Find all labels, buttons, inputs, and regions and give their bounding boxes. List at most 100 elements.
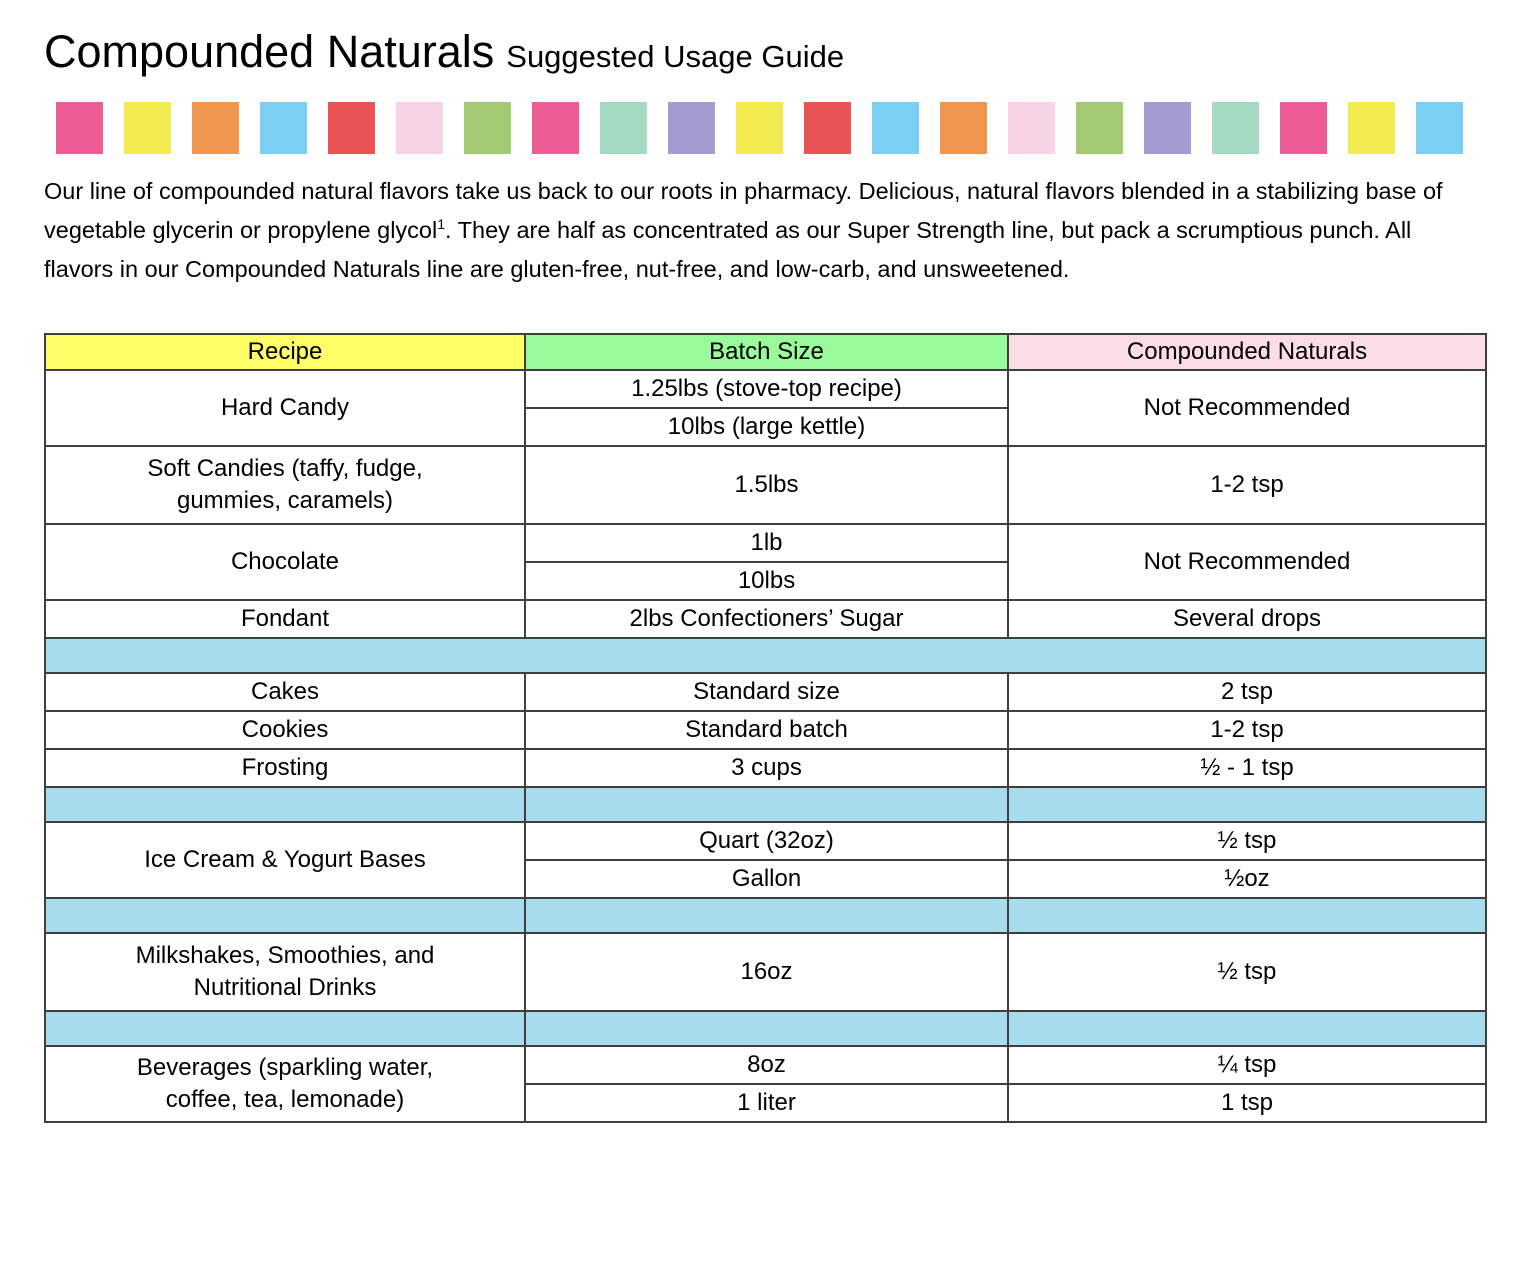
color-square (1212, 102, 1259, 154)
cell-hard-candy-batch-2: 10lbs (large kettle) (524, 407, 1009, 447)
table-row-cookies: Cookies Standard batch 1-2 tsp (44, 710, 1487, 750)
cell-ice-cream-batch-2: Gallon (524, 859, 1009, 899)
cell-beverages-usage-1: ¼ tsp (1007, 1045, 1487, 1085)
page-title: Compounded Naturals (44, 26, 495, 77)
color-square (1144, 102, 1191, 154)
cell-ice-cream-usage-2: ½oz (1007, 859, 1487, 899)
color-square (668, 102, 715, 154)
page-title-line: Compounded Naturals Suggested Usage Guide (44, 26, 1486, 78)
table-header-row: Recipe Batch Size Compounded Naturals (44, 333, 1487, 371)
cell-beverages-usage-2: 1 tsp (1007, 1083, 1487, 1123)
spacer-cell (524, 1010, 1009, 1047)
color-square (1076, 102, 1123, 154)
table-row-frosting: Frosting 3 cups ½ - 1 tsp (44, 748, 1487, 788)
spacer-cell (524, 786, 1009, 823)
color-square (328, 102, 375, 154)
cell-frosting-batch: 3 cups (524, 748, 1009, 788)
cell-beverages-recipe: Beverages (sparkling water, coffee, tea,… (44, 1045, 526, 1123)
cell-chocolate-batch-2: 10lbs (524, 561, 1009, 601)
color-square (396, 102, 443, 154)
color-square (192, 102, 239, 154)
spacer-cell (44, 637, 1487, 674)
cell-chocolate-batch-1: 1lb (524, 523, 1009, 563)
cell-beverages-batch-2: 1 liter (524, 1083, 1009, 1123)
spacer-cell (524, 897, 1009, 934)
color-square (1348, 102, 1395, 154)
spacer-cell (1007, 897, 1487, 934)
cell-ice-cream-recipe: Ice Cream & Yogurt Bases (44, 821, 526, 899)
table-row-chocolate-2: 10lbs (45, 561, 1486, 601)
color-square (1008, 102, 1055, 154)
color-square (464, 102, 511, 154)
color-square (804, 102, 851, 154)
spacer-cell (44, 897, 526, 934)
color-square (600, 102, 647, 154)
intro-paragraph: Our line of compounded natural flavors t… (44, 172, 1446, 289)
color-square (736, 102, 783, 154)
color-band (56, 102, 1486, 154)
header-batch-size: Batch Size (524, 333, 1009, 371)
table-row-beverages: Beverages (sparkling water, coffee, tea,… (44, 1045, 1487, 1123)
spacer-cell (44, 1010, 526, 1047)
cell-ice-cream-usage-1: ½ tsp (1007, 821, 1487, 861)
cell-cookies-batch: Standard batch (524, 710, 1009, 750)
cell-soft-candies-recipe: Soft Candies (taffy, fudge, gummies, car… (44, 445, 526, 525)
color-square (260, 102, 307, 154)
cell-frosting-usage: ½ - 1 tsp (1007, 748, 1487, 788)
footnote-marker: 1 (437, 216, 446, 233)
table-row-soft-candies: Soft Candies (taffy, fudge, gummies, car… (44, 445, 1487, 525)
cell-fondant-batch: 2lbs Confectioners’ Sugar (524, 599, 1009, 639)
cell-cakes-batch: Standard size (524, 672, 1009, 712)
header-recipe: Recipe (44, 333, 526, 371)
header-compounded-naturals: Compounded Naturals (1007, 333, 1487, 371)
table-row-hard-candy: Hard Candy 1.25lbs (stove-top recipe) No… (44, 369, 1487, 447)
cell-fondant-usage: Several drops (1007, 599, 1487, 639)
spacer-row-1 (44, 637, 1487, 674)
cell-milkshakes-usage: ½ tsp (1007, 932, 1487, 1012)
spacer-row-4 (44, 1010, 1487, 1047)
cell-cookies-usage: 1-2 tsp (1007, 710, 1487, 750)
cell-soft-candies-usage: 1-2 tsp (1007, 445, 1487, 525)
cell-cookies-recipe: Cookies (44, 710, 526, 750)
cell-chocolate-recipe: Chocolate (44, 523, 526, 601)
table-row-cakes: Cakes Standard size 2 tsp (44, 672, 1487, 712)
cell-milkshakes-recipe: Milkshakes, Smoothies, and Nutritional D… (44, 932, 526, 1012)
spacer-row-3 (44, 897, 1487, 934)
cell-milkshakes-batch: 16oz (524, 932, 1009, 1012)
cell-beverages-recipe-text: Beverages (sparkling water, coffee, tea,… (136, 1053, 434, 1113)
cell-cakes-usage: 2 tsp (1007, 672, 1487, 712)
document-page: Compounded Naturals Suggested Usage Guide… (44, 26, 1487, 1123)
table-row-beverages-2: 1 liter 1 tsp (45, 1083, 1487, 1123)
cell-hard-candy-usage: Not Recommended (1007, 369, 1487, 447)
cell-soft-candies-batch: 1.5lbs (524, 445, 1009, 525)
table-row-fondant: Fondant 2lbs Confectioners’ Sugar Severa… (44, 599, 1487, 639)
table-row-milkshakes: Milkshakes, Smoothies, and Nutritional D… (44, 932, 1487, 1012)
color-square (872, 102, 919, 154)
usage-table: Recipe Batch Size Compounded Naturals Ha… (44, 333, 1487, 1123)
color-square (124, 102, 171, 154)
cell-cakes-recipe: Cakes (44, 672, 526, 712)
cell-beverages-batch-1: 8oz (524, 1045, 1009, 1085)
color-square (1416, 102, 1463, 154)
color-square (532, 102, 579, 154)
page-subtitle: Suggested Usage Guide (506, 39, 845, 74)
spacer-cell (1007, 1010, 1487, 1047)
intro-text-end: . They are half as concentrated as our S… (44, 217, 1412, 282)
spacer-row-2 (44, 786, 1487, 823)
table-row-hard-candy-2: 10lbs (large kettle) (45, 407, 1486, 447)
table-row-ice-cream: Ice Cream & Yogurt Bases Quart (32oz) ½ … (44, 821, 1487, 899)
color-square (940, 102, 987, 154)
color-square (56, 102, 103, 154)
cell-chocolate-usage: Not Recommended (1007, 523, 1487, 601)
table-row-chocolate: Chocolate 1lb Not Recommended (44, 523, 1487, 601)
intro-text-start: Our line of compounded natural flavors t… (44, 178, 1443, 243)
spacer-cell (1007, 786, 1487, 823)
cell-soft-candies-recipe-text: Soft Candies (taffy, fudge, gummies, car… (147, 454, 423, 514)
cell-milkshakes-recipe-text: Milkshakes, Smoothies, and Nutritional D… (135, 941, 435, 1001)
cell-hard-candy-recipe: Hard Candy (44, 369, 526, 447)
spacer-cell (44, 786, 526, 823)
color-square (1280, 102, 1327, 154)
cell-frosting-recipe: Frosting (44, 748, 526, 788)
table-row-ice-cream-2: Gallon ½oz (45, 859, 1487, 899)
cell-ice-cream-batch-1: Quart (32oz) (524, 821, 1009, 861)
